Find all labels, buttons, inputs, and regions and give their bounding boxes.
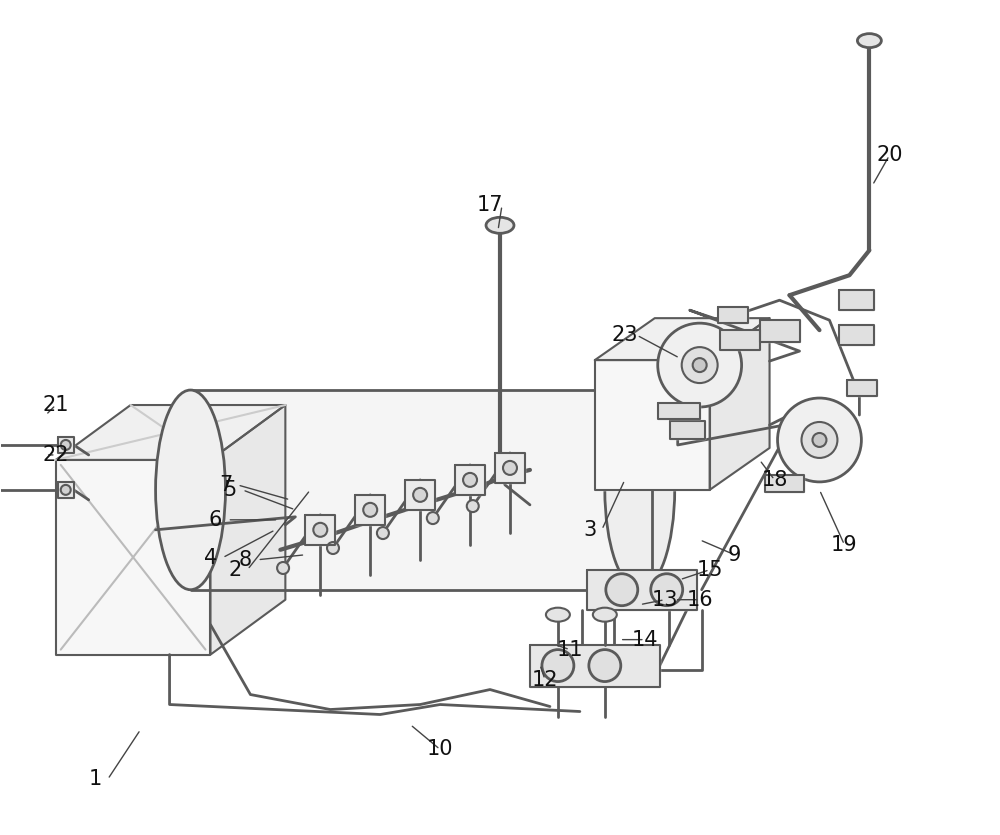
- Polygon shape: [56, 460, 210, 655]
- Circle shape: [313, 523, 327, 537]
- Ellipse shape: [857, 33, 881, 48]
- Circle shape: [61, 440, 71, 450]
- Circle shape: [467, 500, 479, 512]
- Circle shape: [778, 398, 861, 482]
- Text: 7: 7: [219, 475, 232, 495]
- Text: 13: 13: [651, 590, 678, 610]
- Text: 6: 6: [209, 510, 222, 530]
- Circle shape: [801, 422, 837, 458]
- Circle shape: [542, 650, 574, 681]
- Polygon shape: [58, 437, 74, 453]
- Circle shape: [363, 503, 377, 517]
- Text: 1: 1: [89, 769, 102, 789]
- Polygon shape: [595, 360, 710, 490]
- Text: 22: 22: [42, 445, 69, 465]
- Polygon shape: [191, 390, 640, 590]
- Polygon shape: [718, 307, 748, 323]
- Text: 23: 23: [612, 325, 638, 345]
- Circle shape: [693, 358, 707, 372]
- Text: 21: 21: [42, 395, 69, 415]
- Ellipse shape: [593, 608, 617, 622]
- Circle shape: [413, 488, 427, 502]
- Polygon shape: [670, 421, 705, 439]
- Text: 19: 19: [831, 534, 858, 554]
- Ellipse shape: [605, 390, 675, 590]
- Polygon shape: [595, 318, 770, 360]
- Text: 14: 14: [632, 630, 658, 650]
- Circle shape: [503, 461, 517, 475]
- Circle shape: [658, 323, 742, 407]
- Polygon shape: [530, 645, 660, 686]
- Polygon shape: [495, 453, 525, 483]
- Circle shape: [277, 562, 289, 574]
- Text: 10: 10: [427, 740, 453, 760]
- Text: 3: 3: [583, 520, 596, 539]
- Polygon shape: [210, 405, 285, 655]
- Text: 12: 12: [532, 670, 558, 690]
- Text: 15: 15: [696, 559, 723, 579]
- Ellipse shape: [546, 608, 570, 622]
- Text: 11: 11: [557, 640, 583, 660]
- Circle shape: [606, 574, 638, 605]
- Circle shape: [463, 473, 477, 487]
- Text: 20: 20: [876, 145, 903, 165]
- Circle shape: [812, 433, 826, 447]
- Polygon shape: [405, 480, 435, 510]
- Ellipse shape: [156, 390, 225, 590]
- Polygon shape: [305, 515, 335, 544]
- Text: 16: 16: [686, 590, 713, 610]
- Polygon shape: [765, 475, 804, 492]
- Circle shape: [377, 527, 389, 539]
- Polygon shape: [710, 318, 770, 490]
- Text: 4: 4: [204, 548, 217, 568]
- Text: 5: 5: [224, 480, 237, 500]
- Polygon shape: [58, 482, 74, 498]
- Polygon shape: [839, 291, 874, 310]
- Circle shape: [589, 650, 621, 681]
- Polygon shape: [587, 569, 697, 610]
- Circle shape: [651, 574, 683, 605]
- Circle shape: [682, 347, 718, 383]
- Polygon shape: [455, 465, 485, 495]
- Polygon shape: [720, 330, 760, 350]
- Text: 9: 9: [728, 544, 741, 564]
- Circle shape: [427, 512, 439, 524]
- Polygon shape: [839, 325, 874, 345]
- Text: 18: 18: [761, 470, 788, 490]
- Text: 8: 8: [239, 549, 252, 569]
- Text: 17: 17: [477, 195, 503, 215]
- Text: 2: 2: [229, 559, 242, 579]
- Polygon shape: [56, 405, 285, 460]
- Circle shape: [61, 485, 71, 495]
- Polygon shape: [760, 320, 800, 342]
- Polygon shape: [355, 495, 385, 525]
- Circle shape: [327, 542, 339, 554]
- Polygon shape: [658, 403, 700, 419]
- Ellipse shape: [486, 217, 514, 233]
- Polygon shape: [847, 380, 877, 396]
